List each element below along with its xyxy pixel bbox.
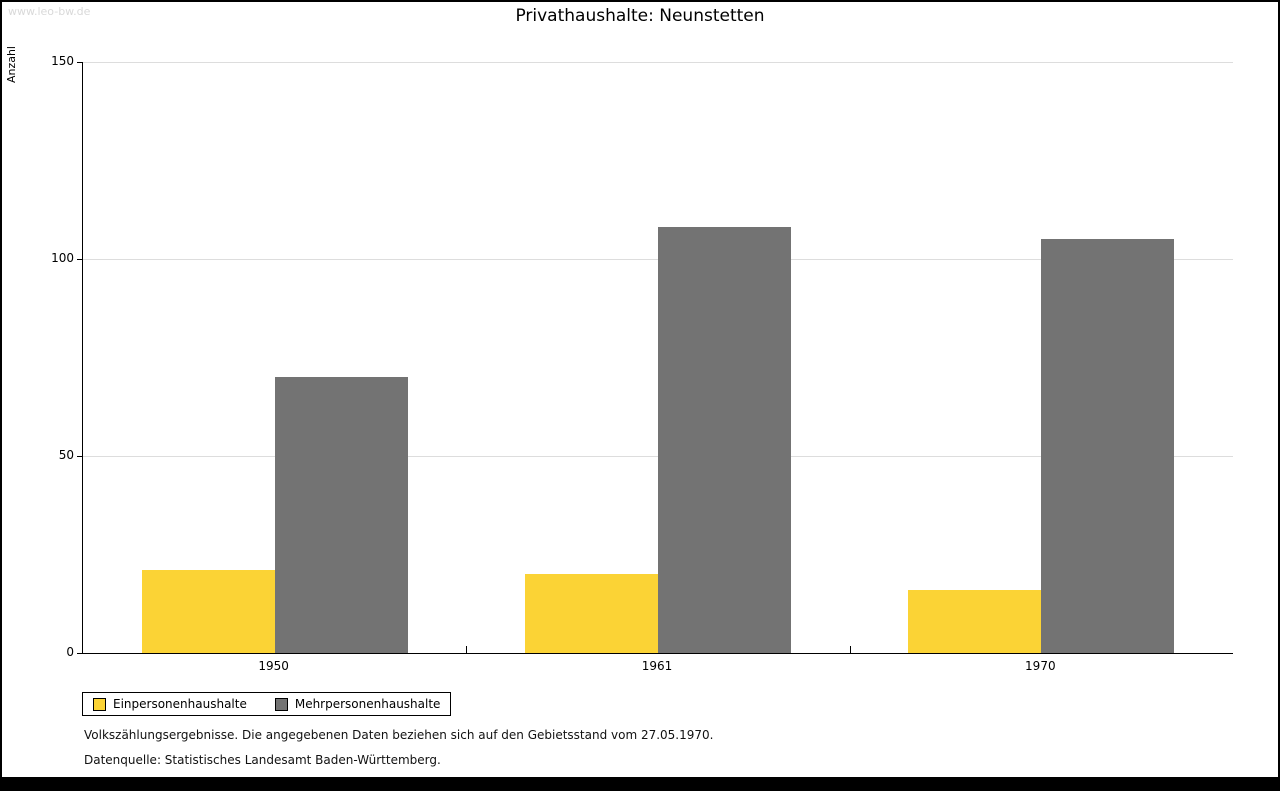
footnote-data-source: Datenquelle: Statistisches Landesamt Bad… xyxy=(84,753,441,767)
legend: Einpersonenhaushalte Mehrpersonenhaushalt… xyxy=(82,692,452,716)
legend-swatch xyxy=(274,697,288,711)
bar-mehrpersonenhaushalte-1970 xyxy=(1041,239,1175,653)
footnote-source-note: Volkszählungsergebnisse. Die angegebenen… xyxy=(84,728,714,742)
y-tick-label: 50 xyxy=(58,448,74,462)
chart-title: Privathaushalte: Neunstetten xyxy=(515,6,765,26)
bar-mehrpersonenhaushalte-1950 xyxy=(274,377,408,653)
y-axis-tick xyxy=(77,456,82,457)
x-axis-tick xyxy=(849,646,851,653)
y-tick-label: 100 xyxy=(51,251,74,265)
legend-swatch xyxy=(93,697,106,711)
legend-item: Einpersonenhaushalte xyxy=(93,697,247,711)
y-axis-tick xyxy=(77,653,82,654)
legend-label: Mehrpersonenhaushalte xyxy=(294,697,441,711)
bar-einpersonenhaushalte-1961 xyxy=(525,574,658,653)
y-tick-label: 0 xyxy=(66,645,74,659)
bottom-border-bar xyxy=(2,777,1278,789)
gridline-150 xyxy=(83,62,1233,63)
plot-area xyxy=(82,62,1233,654)
x-tick-label: 1970 xyxy=(1025,659,1056,673)
y-tick-label: 150 xyxy=(51,54,74,68)
legend-label: Einpersonenhaushalte xyxy=(113,697,247,711)
bar-einpersonenhaushalte-1950 xyxy=(141,570,275,653)
legend-item: Mehrpersonenhaushalte xyxy=(274,697,441,711)
y-axis-tick xyxy=(77,62,82,63)
y-axis-tick xyxy=(77,259,82,260)
bar-mehrpersonenhaushalte-1961 xyxy=(658,227,791,653)
watermark: www.leo-bw.de xyxy=(8,5,91,18)
x-tick-label: 1950 xyxy=(258,659,289,673)
x-axis-tick xyxy=(466,646,468,653)
x-tick-label: 1961 xyxy=(641,659,673,673)
bar-einpersonenhaushalte-1970 xyxy=(908,589,1042,653)
